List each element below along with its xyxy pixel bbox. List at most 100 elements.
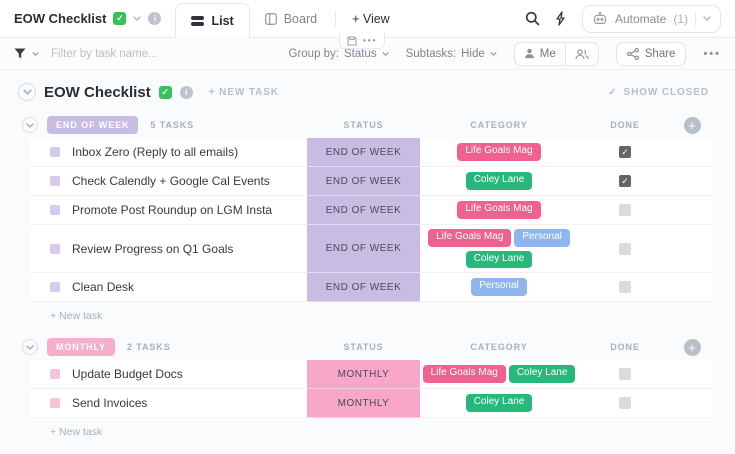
- column-header-done: DONE: [610, 120, 640, 130]
- task-group: END OF WEEK 5 TASKS STATUS CATEGORY DONE + Inb…: [22, 112, 712, 331]
- collapse-list-chevron-icon[interactable]: [18, 83, 36, 101]
- add-column-plus-button[interactable]: +: [683, 116, 701, 134]
- task-done-cell: ✓: [578, 138, 672, 167]
- task-row: Send Invoices MONTHLY Coley Lane: [30, 389, 712, 418]
- new-task-button[interactable]: + NEW TASK: [208, 86, 279, 98]
- collapse-group-chevron-icon[interactable]: [22, 117, 38, 133]
- category-tag[interactable]: Coley Lane: [508, 365, 576, 383]
- category-tag[interactable]: Personal: [471, 278, 527, 296]
- done-checkbox-unchecked[interactable]: [619, 397, 631, 409]
- automations-bolt-icon[interactable]: [555, 11, 567, 26]
- category-tag[interactable]: Personal: [514, 229, 570, 247]
- category-tag[interactable]: Coley Lane: [465, 394, 533, 412]
- task-square-icon: [50, 243, 60, 254]
- task-category-cell[interactable]: Life Goals Mag Personal Coley Lane: [420, 225, 578, 273]
- show-closed-check-icon: ✓: [608, 86, 618, 98]
- show-closed-toggle[interactable]: ✓ SHOW CLOSED: [608, 87, 709, 98]
- category-tag[interactable]: Life Goals Mag: [457, 201, 541, 219]
- new-task-row-button[interactable]: + New task: [50, 310, 103, 322]
- task-name[interactable]: Send Invoices: [72, 396, 148, 410]
- robot-icon: [592, 11, 608, 26]
- task-category-cell[interactable]: Coley Lane: [420, 167, 578, 196]
- board-view-icon: [264, 12, 277, 25]
- task-name-cell: Clean Desk: [30, 273, 307, 302]
- save-view-icon[interactable]: [347, 35, 357, 46]
- task-name[interactable]: Update Budget Docs: [72, 367, 183, 381]
- task-done-cell: ✓: [578, 167, 672, 196]
- view-more-icon[interactable]: •••: [363, 36, 378, 45]
- task-category-cell[interactable]: Personal: [420, 273, 578, 302]
- me-filter-button[interactable]: Me: [515, 43, 565, 65]
- info-icon[interactable]: i: [179, 85, 193, 99]
- toolbar-more-icon[interactable]: •••: [703, 47, 721, 60]
- done-checkbox-checked[interactable]: ✓: [619, 146, 631, 158]
- filter-funnel-icon[interactable]: [14, 48, 26, 59]
- task-category-cell[interactable]: Life Goals Mag: [420, 138, 578, 167]
- add-column-plus-button[interactable]: +: [683, 338, 701, 356]
- task-name[interactable]: Promote Post Roundup on LGM Insta: [72, 203, 273, 217]
- category-tag[interactable]: Life Goals Mag: [428, 229, 512, 247]
- done-checkbox-unchecked[interactable]: [619, 368, 631, 380]
- tab-list[interactable]: List: [175, 3, 250, 38]
- task-category-cell[interactable]: Coley Lane: [420, 389, 578, 418]
- category-tag[interactable]: Life Goals Mag: [457, 143, 541, 161]
- top-bar-actions: Automate (1): [525, 0, 721, 37]
- task-status-cell[interactable]: MONTHLY: [307, 389, 420, 418]
- group-status-badge[interactable]: MONTHLY: [47, 338, 115, 356]
- task-name[interactable]: Clean Desk: [72, 280, 135, 294]
- title-chevron-down-icon[interactable]: [133, 16, 142, 21]
- share-button[interactable]: Share: [615, 41, 687, 66]
- task-name[interactable]: Inbox Zero (Reply to all emails): [72, 145, 239, 159]
- tab-board-label: Board: [283, 11, 318, 26]
- done-checkbox-unchecked[interactable]: [619, 204, 631, 216]
- list-view-icon: [191, 15, 205, 27]
- group-by-value: Status: [344, 47, 377, 60]
- automate-button[interactable]: Automate (1): [581, 4, 721, 33]
- pill-divider: [564, 42, 566, 65]
- add-view-button[interactable]: + View: [352, 11, 390, 26]
- task-status-cell[interactable]: END OF WEEK: [307, 167, 420, 196]
- assignees-button[interactable]: [566, 43, 598, 65]
- column-header-done: DONE: [610, 342, 640, 352]
- task-status-cell[interactable]: END OF WEEK: [307, 138, 420, 167]
- category-tag[interactable]: Coley Lane: [465, 172, 533, 190]
- done-checkbox-checked[interactable]: ✓: [619, 175, 631, 187]
- share-label: Share: [644, 47, 676, 60]
- filter-chevron-down-icon[interactable]: [32, 51, 39, 56]
- task-square-icon: [50, 147, 60, 157]
- collapse-group-chevron-icon[interactable]: [22, 339, 38, 355]
- done-checkbox-unchecked[interactable]: [619, 281, 631, 293]
- group-header: MONTHLY 2 TASKS STATUS CATEGORY DONE +: [22, 334, 712, 360]
- subtasks-dropdown[interactable]: Subtasks: Hide: [406, 48, 497, 60]
- task-status-cell[interactable]: END OF WEEK: [307, 196, 420, 225]
- list-title[interactable]: EOW Checklist: [14, 11, 107, 26]
- search-icon[interactable]: [525, 11, 540, 26]
- show-closed-label: SHOW CLOSED: [623, 86, 709, 98]
- task-category-cell[interactable]: Life Goals Mag Coley Lane: [420, 360, 578, 389]
- category-tag[interactable]: Life Goals Mag: [422, 365, 506, 383]
- task-name-cell: Promote Post Roundup on LGM Insta: [30, 196, 307, 225]
- task-square-icon: [50, 205, 60, 215]
- group-status-badge[interactable]: END OF WEEK: [47, 116, 139, 134]
- done-checkbox-unchecked[interactable]: [619, 242, 631, 255]
- task-status-cell[interactable]: END OF WEEK: [307, 225, 420, 273]
- top-bar: EOW Checklist ✓ i List Board + View: [0, 0, 735, 38]
- task-status-cell[interactable]: END OF WEEK: [307, 273, 420, 302]
- category-tag[interactable]: Coley Lane: [465, 250, 533, 268]
- task-rows: Inbox Zero (Reply to all emails) END OF W…: [30, 138, 712, 302]
- list-title-area[interactable]: EOW Checklist ✓ i: [14, 0, 162, 37]
- new-task-row-button[interactable]: + New task: [50, 426, 103, 438]
- task-status-cell[interactable]: MONTHLY: [307, 360, 420, 389]
- tab-board[interactable]: Board: [250, 0, 332, 37]
- column-header-status: STATUS: [343, 342, 384, 352]
- task-category-cell[interactable]: Life Goals Mag: [420, 196, 578, 225]
- list-content: EOW Checklist ✓ i + NEW TASK ✓ SHOW CLOS…: [0, 70, 735, 447]
- group-by-dropdown[interactable]: Group by: Status: [289, 48, 389, 60]
- filter-input[interactable]: [51, 47, 241, 60]
- task-name[interactable]: Review Progress on Q1 Goals: [72, 241, 234, 256]
- view-save-bar: •••: [339, 32, 386, 49]
- automate-chevron-down-icon[interactable]: [703, 16, 711, 21]
- task-name[interactable]: Check Calendly + Google Cal Events: [72, 174, 270, 188]
- info-icon[interactable]: i: [148, 12, 162, 25]
